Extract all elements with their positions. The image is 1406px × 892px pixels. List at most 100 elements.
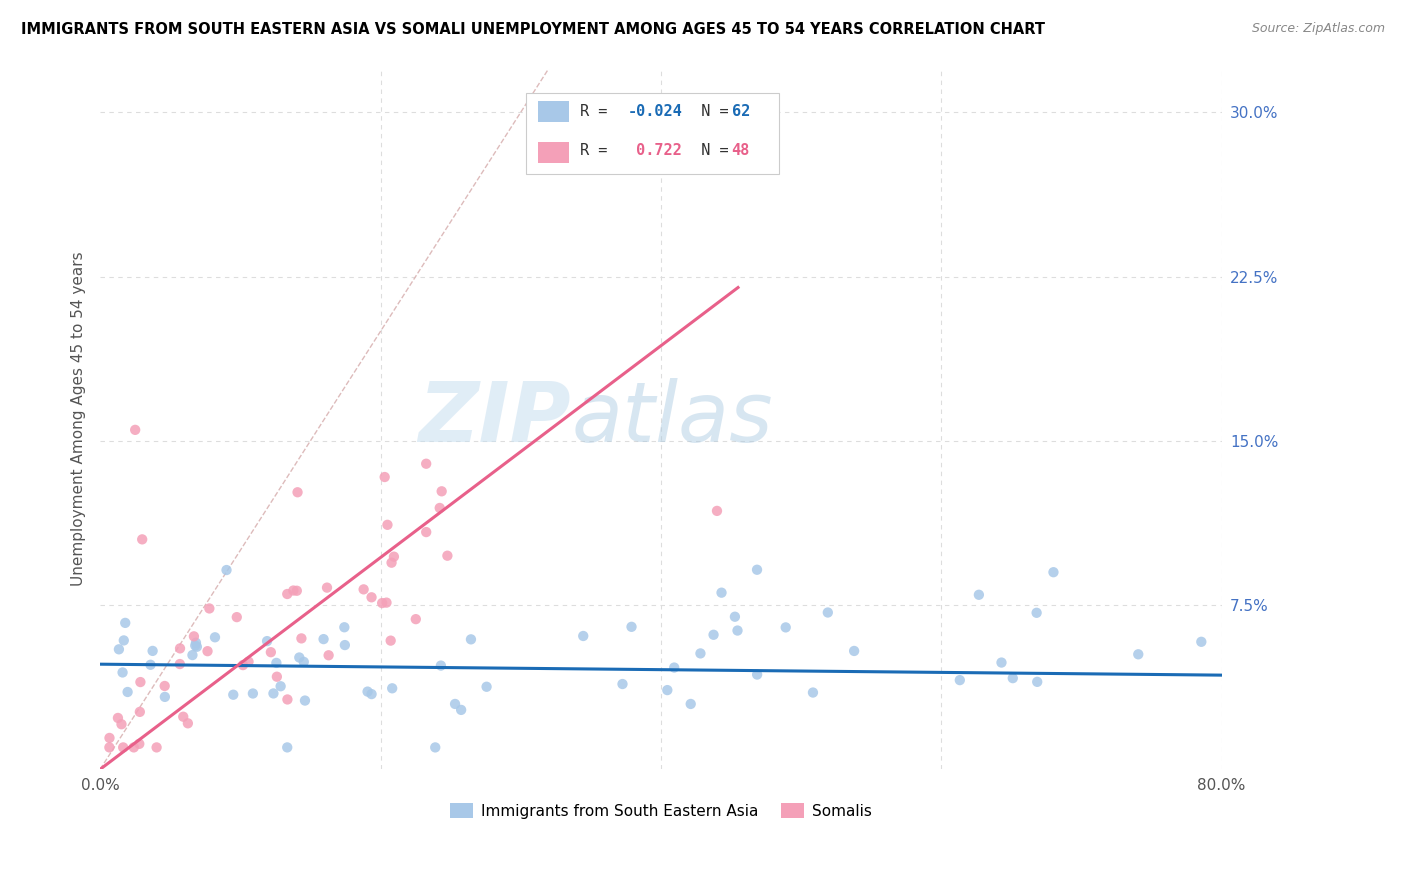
Text: R =: R = xyxy=(581,103,617,119)
Point xyxy=(949,673,972,687)
Point xyxy=(689,647,711,661)
Point xyxy=(288,650,311,665)
Point xyxy=(801,685,824,699)
Point xyxy=(183,629,205,643)
Point xyxy=(444,697,467,711)
Point xyxy=(405,612,427,626)
Text: R =: R = xyxy=(581,143,617,158)
Point xyxy=(285,583,308,598)
Point xyxy=(333,638,356,652)
Point xyxy=(225,610,247,624)
Point xyxy=(381,681,404,696)
Point xyxy=(114,615,136,630)
Point xyxy=(276,587,298,601)
Point xyxy=(184,639,207,653)
Point xyxy=(270,679,292,693)
Text: ZIP: ZIP xyxy=(419,378,571,459)
Point xyxy=(371,596,394,610)
Point xyxy=(107,711,129,725)
Point xyxy=(184,636,207,650)
Point xyxy=(98,731,121,745)
Point xyxy=(112,740,135,755)
Point xyxy=(238,655,260,669)
Point xyxy=(1042,565,1064,579)
Point xyxy=(706,504,728,518)
Y-axis label: Unemployment Among Ages 45 to 54 years: Unemployment Among Ages 45 to 54 years xyxy=(72,252,86,586)
Point xyxy=(724,609,747,624)
Point xyxy=(967,588,990,602)
Point xyxy=(775,620,797,634)
Point xyxy=(145,740,167,755)
Point xyxy=(679,697,702,711)
FancyBboxPatch shape xyxy=(526,93,779,174)
Point xyxy=(186,640,208,654)
Point xyxy=(283,583,305,598)
Legend: Immigrants from South Eastern Asia, Somalis: Immigrants from South Eastern Asia, Soma… xyxy=(444,797,877,825)
Point xyxy=(287,485,309,500)
Point xyxy=(415,524,437,539)
Point xyxy=(110,717,132,731)
Point xyxy=(727,624,749,638)
Point xyxy=(1026,674,1049,689)
Point xyxy=(429,500,451,515)
Point xyxy=(360,591,382,605)
Point xyxy=(382,549,405,564)
Point xyxy=(172,710,194,724)
Point xyxy=(380,556,402,570)
Point xyxy=(316,581,339,595)
FancyBboxPatch shape xyxy=(537,142,569,163)
Point xyxy=(266,670,288,684)
Point xyxy=(124,423,146,437)
Point xyxy=(312,632,335,646)
Point xyxy=(128,705,150,719)
Point xyxy=(215,563,238,577)
Point xyxy=(460,632,482,647)
Point xyxy=(415,457,437,471)
Point xyxy=(262,686,284,700)
Point xyxy=(356,684,378,698)
Point xyxy=(128,737,150,751)
Text: 62: 62 xyxy=(731,103,749,119)
Point xyxy=(198,601,221,615)
Point xyxy=(181,648,204,662)
Point xyxy=(375,596,398,610)
Point xyxy=(703,628,725,642)
Text: IMMIGRANTS FROM SOUTH EASTERN ASIA VS SOMALI UNEMPLOYMENT AMONG AGES 45 TO 54 YE: IMMIGRANTS FROM SOUTH EASTERN ASIA VS SO… xyxy=(21,22,1045,37)
Text: atlas: atlas xyxy=(571,378,773,459)
Point xyxy=(276,692,298,706)
Text: 48: 48 xyxy=(731,143,749,158)
Point xyxy=(353,582,375,597)
FancyBboxPatch shape xyxy=(537,102,569,122)
Point xyxy=(129,675,152,690)
Point xyxy=(745,563,768,577)
Point xyxy=(197,644,219,658)
Point xyxy=(430,484,453,499)
Point xyxy=(450,703,472,717)
Point xyxy=(290,632,312,646)
Point xyxy=(222,688,245,702)
Point xyxy=(377,517,399,532)
Point xyxy=(112,633,135,648)
Point xyxy=(710,585,733,599)
Point xyxy=(842,644,865,658)
Point xyxy=(1128,648,1150,662)
Point xyxy=(232,658,254,673)
Point xyxy=(380,633,402,648)
Point xyxy=(98,740,121,755)
Point xyxy=(153,690,176,704)
Text: N =: N = xyxy=(683,103,738,119)
Point xyxy=(612,677,634,691)
Point xyxy=(131,533,153,547)
Point xyxy=(1189,635,1212,649)
Point xyxy=(425,740,447,755)
Point xyxy=(475,680,498,694)
Point xyxy=(374,470,396,484)
Point xyxy=(1025,606,1047,620)
Point xyxy=(572,629,595,643)
Point xyxy=(169,641,191,656)
Point xyxy=(657,683,679,698)
Point xyxy=(430,658,453,673)
Text: -0.024: -0.024 xyxy=(627,103,682,119)
Point xyxy=(177,716,200,731)
Point xyxy=(333,620,356,634)
